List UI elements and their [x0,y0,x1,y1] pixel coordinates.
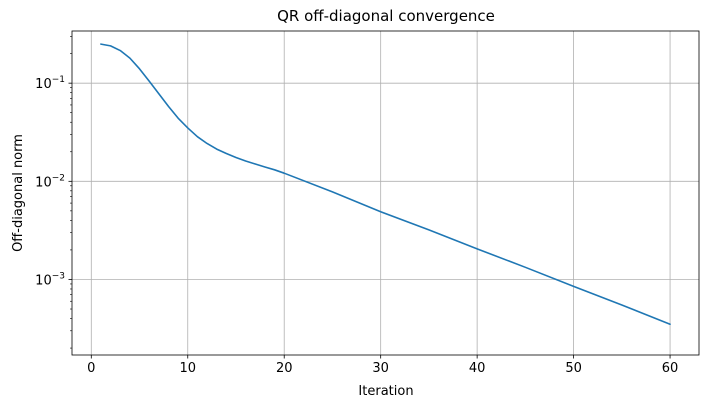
x-tick-label: 10 [179,361,196,376]
x-tick-label: 0 [87,361,95,376]
plot-area-frame [71,30,700,356]
y-tick-label-exponent: −3 [52,271,65,281]
y-tick-label: 10−2 [35,173,65,190]
y-tick-label-exponent: −2 [52,173,65,183]
x-tick-label: 50 [565,361,582,376]
y-tick-label-base: 10 [35,175,52,190]
series-layer [100,43,671,326]
y-axis-title: Off-diagonal norm [11,134,26,252]
grid [72,31,699,355]
y-tick-label-base: 10 [35,273,52,288]
series-line [100,43,671,326]
x-axis-title: Iteration [358,384,413,399]
chart-title: QR off-diagonal convergence [277,7,495,25]
y-tick-label-base: 10 [35,77,52,92]
x-tick-label: 20 [276,361,293,376]
y-tick-label-exponent: −1 [52,75,65,85]
x-tick-label: 60 [662,361,679,376]
y-tick-label: 10−1 [35,75,65,92]
x-tick-label: 30 [372,361,389,376]
x-tick-label: 40 [469,361,486,376]
y-tick-label: 10−3 [35,271,65,288]
